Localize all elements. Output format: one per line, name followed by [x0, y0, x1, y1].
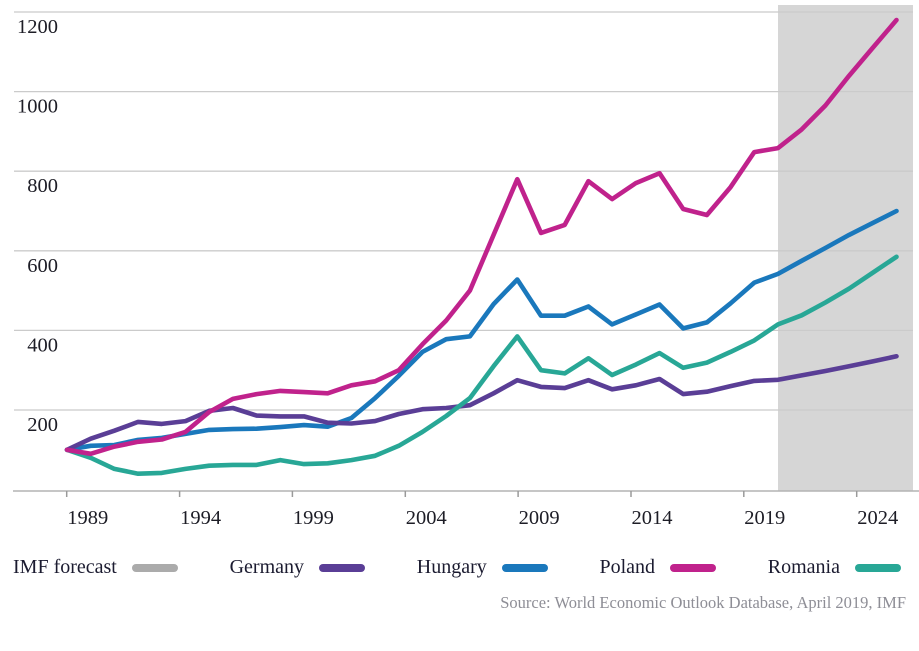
y-axis-label: 800	[27, 175, 58, 197]
legend-item-imf-forecast: IMF forecast	[13, 556, 178, 579]
imf-forecast-swatch	[131, 563, 178, 572]
hungary-color-swatch	[501, 563, 548, 572]
legend-label-hungary: Hungary	[416, 556, 487, 578]
line-hungary	[64, 208, 899, 453]
line-poland	[64, 17, 899, 457]
legend-label-poland: Poland	[599, 556, 656, 578]
y-axis-label: 400	[27, 334, 58, 356]
legend-item-hungary: Hungary	[417, 556, 548, 579]
x-axis-label: 1989	[67, 507, 108, 529]
legend-item-romania: Romania	[768, 556, 901, 579]
x-axis-label: 2019	[744, 507, 785, 529]
x-axis-label: 2024	[857, 507, 898, 529]
source-note: Source: World Economic Outlook Database,…	[500, 593, 906, 612]
legend-label-romania: Romania	[767, 556, 840, 578]
chart-plot: 200 400 600 800 1000 1200 1989 1994 1999 2004 2009…	[13, 5, 919, 529]
x-axis-label: 2009	[519, 507, 560, 529]
legend-item-poland: Poland	[599, 556, 717, 579]
x-axis-label: 1994	[180, 507, 221, 529]
y-axis-label: 1200	[17, 16, 58, 38]
y-axis-label: 200	[27, 414, 58, 436]
legend-item-germany: Germany	[229, 556, 366, 579]
poland-color-swatch	[670, 563, 717, 572]
legend-label-imf-forecast: IMF forecast	[13, 556, 117, 578]
germany-color-swatch	[319, 563, 366, 572]
x-axis-label: 2014	[632, 507, 673, 529]
x-axis-label: 1999	[293, 507, 334, 529]
line-germany	[64, 353, 899, 453]
y-axis-label: 1000	[17, 96, 58, 118]
romania-color-swatch	[854, 563, 901, 572]
y-axis-label: 600	[27, 255, 58, 277]
legend-label-germany: Germany	[229, 556, 305, 578]
legend: IMF forecast Germany Hungary Poland Roma…	[0, 556, 919, 579]
x-axis-label: 2004	[406, 507, 447, 529]
gdp-index-chart: 200 400 600 800 1000 1200 1989 1994 1999 2004 2009…	[0, 5, 919, 612]
line-romania	[64, 254, 899, 477]
